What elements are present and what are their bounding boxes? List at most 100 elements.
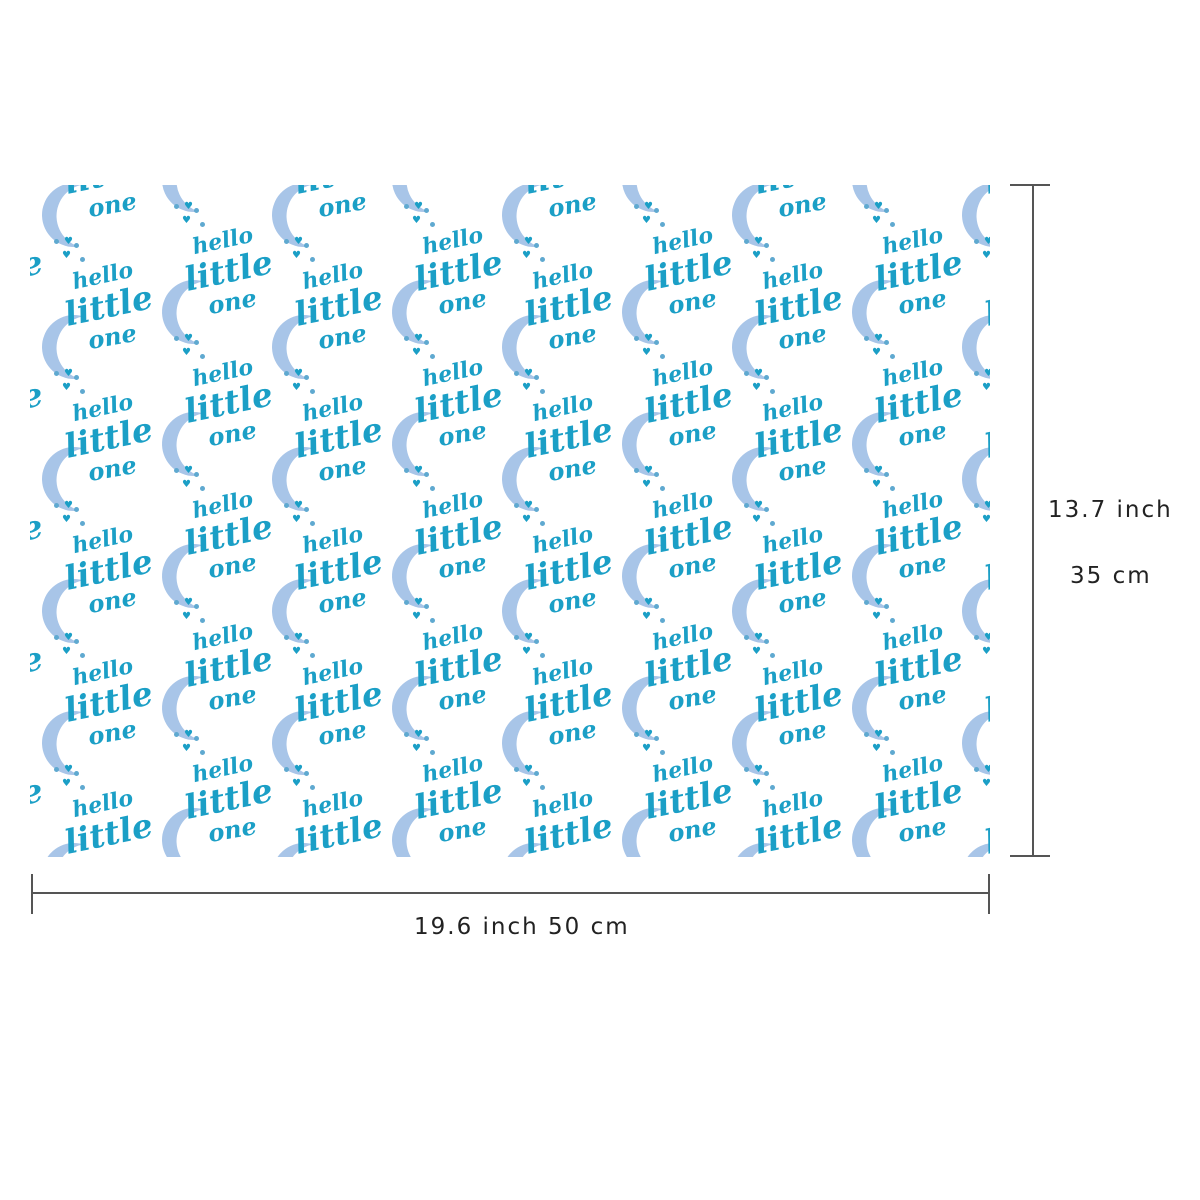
heart-icon: ♥ xyxy=(874,201,883,212)
dot-icon xyxy=(634,732,639,737)
heart-icon: ♥ xyxy=(414,729,423,740)
dot-icon xyxy=(310,653,315,658)
heart-icon: ♥ xyxy=(522,250,531,261)
heart-icon: ♥ xyxy=(642,215,651,226)
dot-icon xyxy=(764,639,769,644)
dot-icon xyxy=(770,785,775,790)
heart-icon: ♥ xyxy=(184,465,193,476)
dot-icon xyxy=(74,243,79,248)
dot-icon xyxy=(284,239,289,244)
dot-icon xyxy=(884,736,889,741)
pattern-word-one: one xyxy=(85,185,139,224)
dot-icon xyxy=(284,371,289,376)
heart-icon: ♥ xyxy=(182,347,191,358)
height-dimension-top-tick xyxy=(1010,184,1050,186)
dot-icon xyxy=(534,375,539,380)
pattern-word-one: one xyxy=(435,810,489,849)
pattern-word-one: one xyxy=(545,581,599,620)
heart-icon: ♥ xyxy=(524,500,533,511)
dot-icon xyxy=(864,732,869,737)
dot-icon xyxy=(54,371,59,376)
width-dimension-right-tick xyxy=(988,874,990,914)
heart-icon: ♥ xyxy=(182,479,191,490)
width-dimension-line xyxy=(32,892,990,894)
dot-icon xyxy=(430,354,435,359)
heart-icon: ♥ xyxy=(872,347,881,358)
heart-icon: ♥ xyxy=(294,632,303,643)
pattern-word-one: one xyxy=(435,678,489,717)
dot-icon xyxy=(660,750,665,755)
heart-icon: ♥ xyxy=(184,597,193,608)
dot-icon xyxy=(424,208,429,213)
heart-icon: ♥ xyxy=(524,368,533,379)
heart-icon: ♥ xyxy=(292,382,301,393)
dot-icon xyxy=(430,222,435,227)
heart-icon: ♥ xyxy=(182,215,191,226)
pattern-word-one: one xyxy=(545,317,599,356)
height-dimension-line xyxy=(1032,185,1034,857)
dot-icon xyxy=(194,208,199,213)
heart-icon: ♥ xyxy=(414,597,423,608)
heart-icon: ♥ xyxy=(754,236,763,247)
heart-icon: ♥ xyxy=(522,514,531,525)
pattern-word-little: little xyxy=(30,638,47,695)
pattern-word-one: one xyxy=(85,713,139,752)
heart-icon: ♥ xyxy=(522,382,531,393)
heart-icon: ♥ xyxy=(642,479,651,490)
heart-icon: ♥ xyxy=(184,729,193,740)
dot-icon xyxy=(974,635,979,640)
pattern-word-one: one xyxy=(435,546,489,585)
dot-icon xyxy=(80,653,85,658)
dot-icon xyxy=(540,389,545,394)
pattern-word-one: one xyxy=(435,282,489,321)
pattern-word-one: one xyxy=(665,282,719,321)
pattern-word-one: one xyxy=(665,546,719,585)
dot-icon xyxy=(890,486,895,491)
pattern-word-little: little xyxy=(30,374,47,431)
heart-icon: ♥ xyxy=(412,347,421,358)
pattern-word-one: one xyxy=(665,678,719,717)
dot-icon xyxy=(174,204,179,209)
dot-icon xyxy=(430,618,435,623)
heart-icon: ♥ xyxy=(984,236,990,247)
pattern-word-one: one xyxy=(775,713,829,752)
width-label: 19.6 inch 50 cm xyxy=(414,914,630,940)
dot-icon xyxy=(174,600,179,605)
dot-icon xyxy=(884,340,889,345)
dot-icon xyxy=(660,618,665,623)
heart-icon: ♥ xyxy=(524,764,533,775)
pattern-word-one: one xyxy=(895,282,949,321)
pattern-word-little: little xyxy=(30,242,47,299)
pattern-word-one: one xyxy=(896,185,949,188)
pattern-word-one: one xyxy=(436,185,489,188)
heart-icon: ♥ xyxy=(64,368,73,379)
heart-icon: ♥ xyxy=(64,236,73,247)
heart-icon: ♥ xyxy=(642,611,651,622)
dot-icon xyxy=(654,736,659,741)
heart-icon: ♥ xyxy=(874,729,883,740)
heart-icon: ♥ xyxy=(872,743,881,754)
heart-icon: ♥ xyxy=(982,646,990,657)
pattern-word-one: one xyxy=(775,449,829,488)
heart-icon: ♥ xyxy=(414,333,423,344)
heart-icon: ♥ xyxy=(292,514,301,525)
dot-icon xyxy=(890,222,895,227)
